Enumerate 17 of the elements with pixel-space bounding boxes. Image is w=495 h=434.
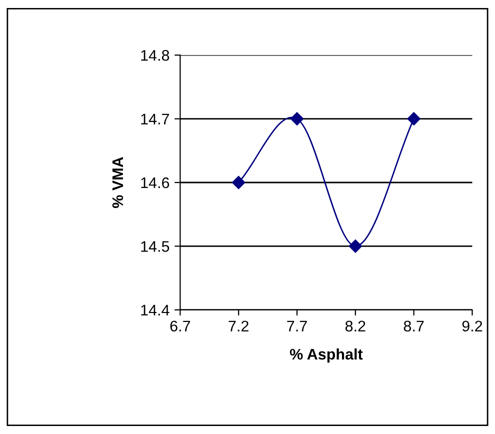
point [348, 240, 362, 253]
x-tick-label: 8.2 [345, 320, 366, 332]
y-tick-label: 14.5 [141, 241, 170, 252]
x-tick-label: 7.2 [228, 320, 248, 332]
x-tick-label: 7.7 [287, 320, 307, 332]
y-axis-title: % VMA [112, 157, 124, 208]
point [407, 112, 420, 126]
x-axis-title: % Asphalt [290, 348, 363, 363]
y-tick-label: 14.8 [141, 50, 170, 61]
point [232, 176, 246, 190]
point [290, 112, 304, 126]
x-tick-label: 6.7 [170, 320, 190, 332]
y-tick-label: 14.7 [141, 114, 169, 124]
y-tick-label: 14.6 [141, 177, 170, 188]
x-tick-label: 8.7 [404, 320, 424, 332]
y-tick-label: 14.4 [141, 304, 170, 316]
x-tick-label: 9.2 [462, 320, 482, 332]
